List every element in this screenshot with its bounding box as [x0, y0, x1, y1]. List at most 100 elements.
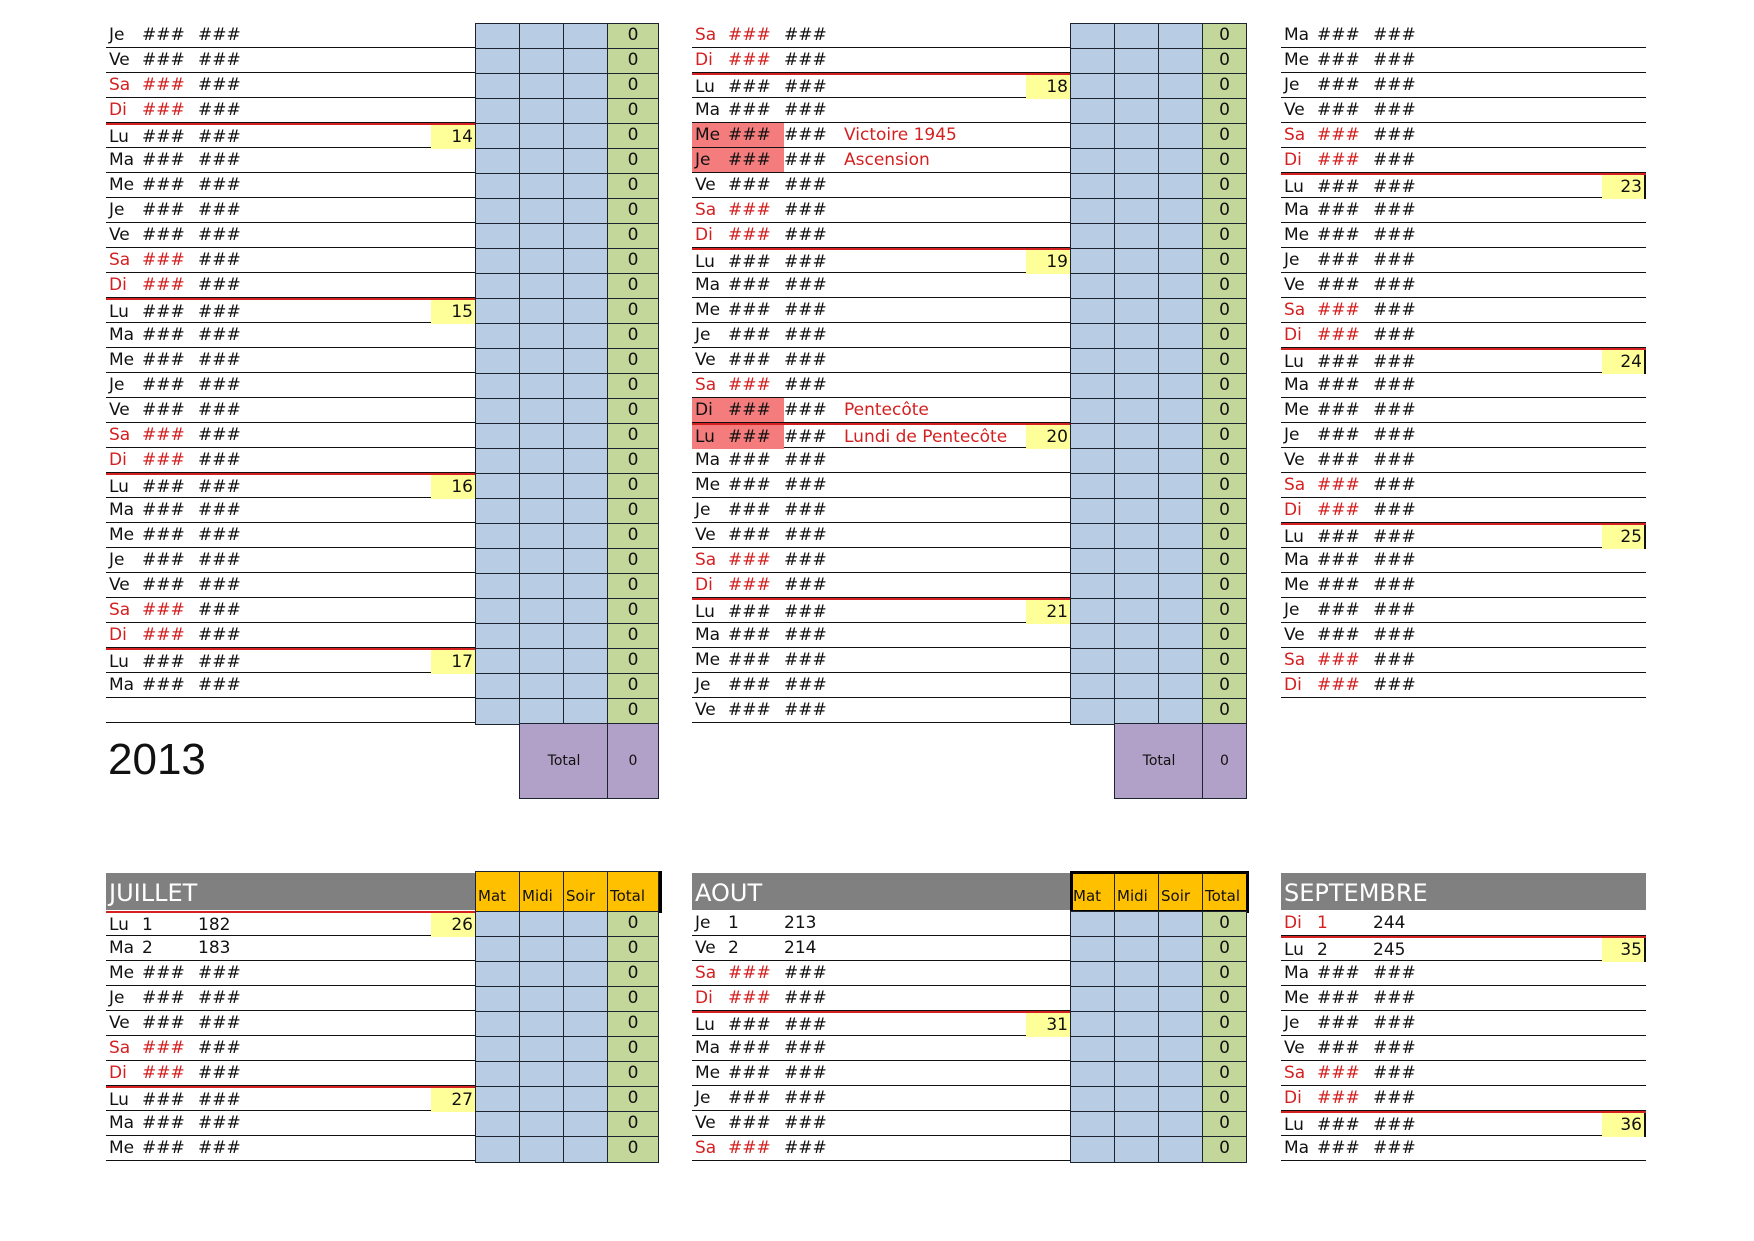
slot-cell-midi[interactable]	[519, 623, 565, 650]
slot-cell-mat[interactable]	[475, 573, 521, 600]
slot-cell-soir[interactable]	[1158, 48, 1204, 75]
slot-cell-soir[interactable]	[1158, 623, 1204, 650]
slot-cell-mat[interactable]	[1070, 123, 1116, 150]
slot-cell-mat[interactable]	[1070, 623, 1116, 650]
slot-cell-midi[interactable]	[519, 248, 565, 275]
slot-cell-midi[interactable]	[519, 348, 565, 375]
slot-cell-midi[interactable]	[1114, 598, 1160, 625]
slot-cell-mat[interactable]	[475, 648, 521, 675]
slot-cell-midi[interactable]	[519, 198, 565, 225]
slot-cell-mat[interactable]	[1070, 448, 1116, 475]
slot-cell-mat[interactable]	[1070, 423, 1116, 450]
slot-cell-midi[interactable]	[1114, 373, 1160, 400]
slot-cell-mat[interactable]	[475, 1061, 521, 1088]
slot-cell-soir[interactable]	[1158, 123, 1204, 150]
slot-cell-mat[interactable]	[475, 623, 521, 650]
slot-cell-soir[interactable]	[1158, 223, 1204, 250]
slot-cell-mat[interactable]	[475, 961, 521, 988]
slot-cell-soir[interactable]	[1158, 523, 1204, 550]
slot-cell-soir[interactable]	[563, 911, 609, 938]
slot-cell-midi[interactable]	[519, 1036, 565, 1063]
slot-cell-midi[interactable]	[519, 498, 565, 525]
slot-cell-soir[interactable]	[563, 73, 609, 100]
slot-cell-soir[interactable]	[563, 1111, 609, 1138]
slot-cell-midi[interactable]	[519, 273, 565, 300]
slot-cell-midi[interactable]	[1114, 498, 1160, 525]
slot-cell-soir[interactable]	[1158, 248, 1204, 275]
slot-cell-midi[interactable]	[519, 123, 565, 150]
slot-cell-mat[interactable]	[1070, 1111, 1116, 1138]
slot-cell-soir[interactable]	[1158, 986, 1204, 1013]
slot-cell-mat[interactable]	[475, 911, 521, 938]
slot-cell-soir[interactable]	[563, 698, 609, 725]
slot-cell-midi[interactable]	[519, 148, 565, 175]
slot-cell-mat[interactable]	[1070, 1086, 1116, 1113]
slot-cell-soir[interactable]	[1158, 73, 1204, 100]
slot-cell-mat[interactable]	[1070, 73, 1116, 100]
slot-cell-midi[interactable]	[1114, 1061, 1160, 1088]
slot-cell-soir[interactable]	[1158, 673, 1204, 700]
slot-cell-soir[interactable]	[563, 986, 609, 1013]
slot-cell-soir[interactable]	[1158, 598, 1204, 625]
slot-cell-midi[interactable]	[1114, 473, 1160, 500]
slot-cell-mat[interactable]	[475, 1011, 521, 1038]
slot-cell-midi[interactable]	[519, 73, 565, 100]
slot-cell-midi[interactable]	[519, 673, 565, 700]
slot-cell-mat[interactable]	[1070, 1136, 1116, 1163]
slot-cell-mat[interactable]	[475, 986, 521, 1013]
slot-cell-mat[interactable]	[475, 673, 521, 700]
slot-cell-mat[interactable]	[1070, 698, 1116, 725]
slot-cell-midi[interactable]	[1114, 423, 1160, 450]
slot-cell-soir[interactable]	[1158, 1136, 1204, 1163]
slot-cell-midi[interactable]	[1114, 348, 1160, 375]
slot-cell-midi[interactable]	[1114, 173, 1160, 200]
slot-cell-midi[interactable]	[519, 373, 565, 400]
slot-cell-soir[interactable]	[563, 523, 609, 550]
slot-cell-midi[interactable]	[519, 961, 565, 988]
slot-cell-soir[interactable]	[1158, 648, 1204, 675]
slot-cell-midi[interactable]	[1114, 223, 1160, 250]
slot-cell-soir[interactable]	[563, 148, 609, 175]
slot-cell-soir[interactable]	[1158, 936, 1204, 963]
slot-cell-midi[interactable]	[519, 1061, 565, 1088]
slot-cell-midi[interactable]	[519, 986, 565, 1013]
slot-cell-mat[interactable]	[1070, 298, 1116, 325]
slot-cell-mat[interactable]	[475, 448, 521, 475]
slot-cell-soir[interactable]	[563, 348, 609, 375]
slot-cell-soir[interactable]	[1158, 348, 1204, 375]
slot-cell-midi[interactable]	[519, 98, 565, 125]
slot-cell-mat[interactable]	[1070, 573, 1116, 600]
slot-cell-mat[interactable]	[475, 73, 521, 100]
slot-cell-soir[interactable]	[1158, 23, 1204, 50]
slot-cell-mat[interactable]	[475, 173, 521, 200]
slot-cell-soir[interactable]	[1158, 498, 1204, 525]
slot-cell-midi[interactable]	[1114, 298, 1160, 325]
slot-cell-soir[interactable]	[1158, 1061, 1204, 1088]
slot-cell-soir[interactable]	[1158, 273, 1204, 300]
slot-cell-midi[interactable]	[1114, 548, 1160, 575]
slot-cell-mat[interactable]	[475, 298, 521, 325]
slot-cell-soir[interactable]	[1158, 423, 1204, 450]
slot-cell-soir[interactable]	[1158, 473, 1204, 500]
slot-cell-midi[interactable]	[1114, 523, 1160, 550]
slot-cell-soir[interactable]	[563, 936, 609, 963]
slot-cell-soir[interactable]	[1158, 373, 1204, 400]
slot-cell-soir[interactable]	[1158, 961, 1204, 988]
slot-cell-soir[interactable]	[563, 248, 609, 275]
slot-cell-midi[interactable]	[1114, 73, 1160, 100]
slot-cell-soir[interactable]	[563, 961, 609, 988]
slot-cell-mat[interactable]	[475, 423, 521, 450]
slot-cell-mat[interactable]	[1070, 273, 1116, 300]
slot-cell-midi[interactable]	[519, 23, 565, 50]
slot-cell-midi[interactable]	[519, 548, 565, 575]
slot-cell-mat[interactable]	[475, 98, 521, 125]
slot-cell-mat[interactable]	[475, 23, 521, 50]
slot-cell-mat[interactable]	[475, 48, 521, 75]
slot-cell-midi[interactable]	[1114, 673, 1160, 700]
slot-cell-mat[interactable]	[1070, 673, 1116, 700]
slot-cell-mat[interactable]	[1070, 23, 1116, 50]
slot-cell-midi[interactable]	[519, 1011, 565, 1038]
slot-cell-midi[interactable]	[1114, 148, 1160, 175]
slot-cell-mat[interactable]	[1070, 223, 1116, 250]
slot-cell-mat[interactable]	[475, 1036, 521, 1063]
